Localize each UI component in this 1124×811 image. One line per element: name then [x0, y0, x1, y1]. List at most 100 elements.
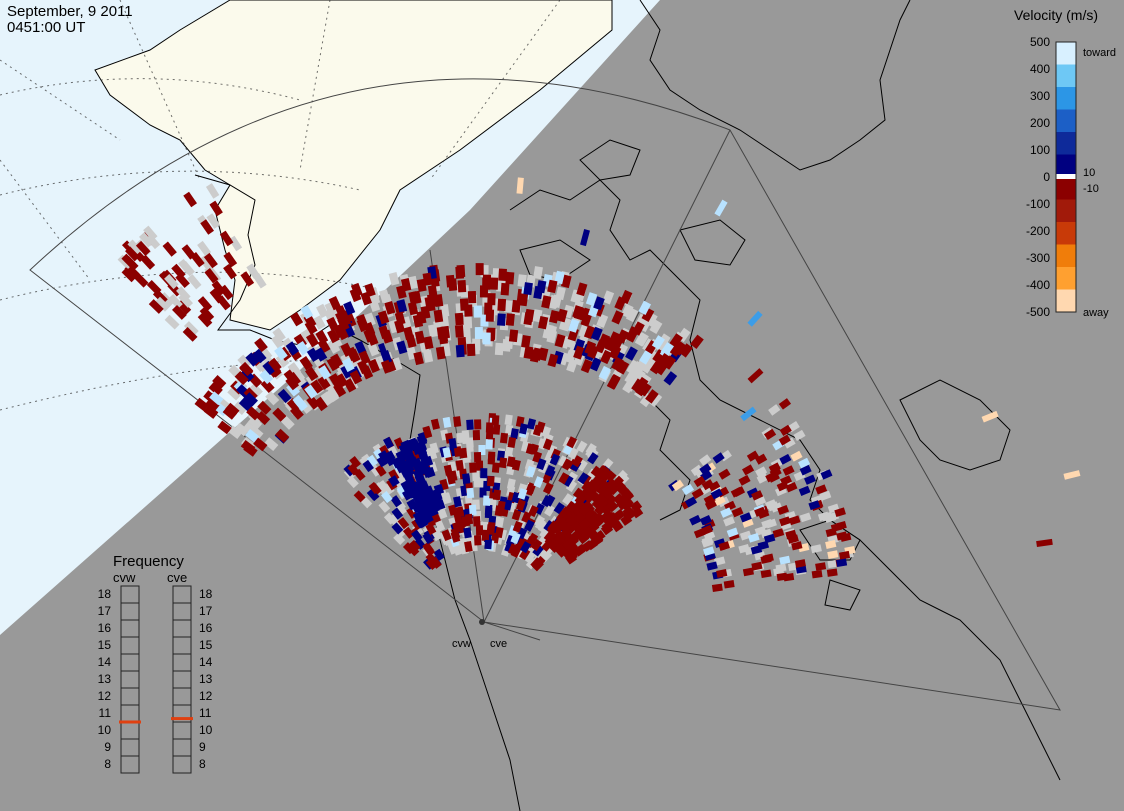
range-gate-cell — [581, 307, 593, 322]
colorbar-zero-band — [1056, 174, 1076, 179]
range-gate-cell — [305, 332, 320, 348]
range-gate-cell — [573, 345, 585, 360]
range-gate-cell — [532, 424, 543, 437]
range-gate-cell — [684, 496, 698, 508]
frequency-radar-cve: cve — [167, 570, 187, 585]
range-gate-cell — [327, 339, 341, 354]
range-gate-cell — [427, 285, 438, 299]
range-gate-cell — [492, 489, 501, 501]
range-gate-cell — [787, 421, 800, 433]
range-gate-cell — [760, 569, 772, 579]
range-gate-cell — [504, 540, 515, 553]
range-gate-cell — [453, 446, 463, 458]
colorbar-segment — [1056, 199, 1076, 223]
range-gate-cell — [711, 583, 723, 592]
velocity-tick-label: 300 — [1030, 89, 1050, 103]
range-gate-cell — [466, 437, 474, 448]
range-gate-cell — [516, 536, 528, 549]
range-gate-cell — [630, 500, 643, 513]
range-gate-cell — [209, 391, 224, 406]
range-gate-cell — [454, 312, 464, 326]
range-gate-cell — [227, 386, 242, 401]
frequency-scale-label: 16 — [199, 621, 213, 635]
range-gate-cell — [440, 342, 451, 356]
range-gate-cell — [644, 312, 658, 327]
range-gate-cell — [713, 538, 726, 549]
range-gate-cell — [840, 532, 852, 542]
range-gate-cell — [497, 298, 507, 312]
range-gate-cell — [498, 268, 507, 281]
range-gate-cell — [589, 357, 602, 372]
frequency-scale-label: 17 — [199, 604, 213, 618]
range-gate-cell — [544, 494, 556, 507]
range-gate-cell — [315, 329, 329, 345]
range-gate-cell — [422, 272, 433, 286]
range-gate-cell — [464, 513, 474, 525]
range-gate-cell — [804, 474, 816, 485]
range-gate-cell — [152, 289, 168, 305]
range-gate-cell — [462, 331, 472, 344]
range-gate-cell — [205, 397, 220, 412]
range-gate-cell — [133, 272, 149, 288]
range-gate-cell — [778, 398, 792, 410]
velocity-tick-label: 400 — [1030, 62, 1050, 76]
range-gate-cell — [626, 360, 640, 375]
date-label: September, 9 2011 — [7, 3, 133, 20]
range-gate-cell — [754, 495, 767, 507]
range-gate-cell — [713, 495, 726, 507]
frequency-scale-label: 10 — [98, 723, 112, 737]
range-gate-cell — [492, 424, 501, 435]
frequency-scale-label: 15 — [98, 638, 112, 652]
range-gate-cell — [542, 274, 553, 288]
range-gate-cell — [625, 346, 638, 361]
range-gate-cell — [204, 268, 219, 284]
frequency-scale-label: 11 — [99, 706, 112, 720]
range-gate-cell — [422, 349, 434, 363]
colorbar-segment — [1056, 109, 1076, 133]
range-gate-cell — [742, 464, 755, 476]
range-gate-cell — [309, 379, 324, 394]
range-gate-cell — [555, 516, 568, 529]
range-gate-cell — [689, 514, 702, 526]
range-gate-cell — [296, 341, 310, 356]
range-gate-cell — [602, 290, 615, 305]
range-gate-cell — [762, 553, 774, 563]
range-gate-cell — [413, 351, 424, 366]
range-gate-cell — [798, 457, 811, 469]
range-gate-cell — [699, 514, 712, 526]
range-gate-cell — [616, 494, 629, 507]
range-gate-cell — [779, 555, 791, 565]
range-gate-cell — [621, 303, 634, 319]
range-gate-cell — [312, 315, 326, 330]
range-gate-cell — [425, 298, 436, 312]
range-gate-cell — [599, 469, 612, 482]
range-gate-cell — [203, 404, 219, 419]
range-gate-cell — [553, 543, 566, 556]
range-gate-cell — [649, 359, 664, 375]
range-gate-cell — [712, 452, 725, 464]
range-gate-cell — [377, 342, 390, 360]
range-gate-cell — [234, 422, 249, 437]
range-gate-cell — [606, 500, 619, 513]
frequency-cell — [172, 755, 192, 774]
range-gate-cell — [755, 466, 768, 478]
range-gate-cell — [209, 288, 224, 304]
range-gate-cell — [568, 318, 580, 333]
range-gate-cell — [305, 366, 319, 382]
range-gate-cell — [346, 346, 359, 362]
range-gate-cell — [367, 342, 380, 357]
range-gate-cell — [576, 282, 588, 297]
range-gate-cell — [616, 484, 630, 497]
range-gate-cell — [608, 345, 622, 360]
range-gate-cell — [572, 305, 584, 319]
range-gate-cell — [413, 468, 424, 481]
range-gate-cell — [611, 520, 624, 533]
range-gate-cell — [589, 531, 602, 544]
range-gate-cell — [554, 333, 566, 348]
range-gate-cell — [673, 341, 687, 356]
range-gate-cell — [393, 532, 406, 545]
range-gate-cell — [507, 501, 517, 513]
range-gate-cell — [349, 370, 363, 385]
range-gate-cell — [366, 488, 379, 501]
range-gate-cell — [566, 534, 579, 547]
